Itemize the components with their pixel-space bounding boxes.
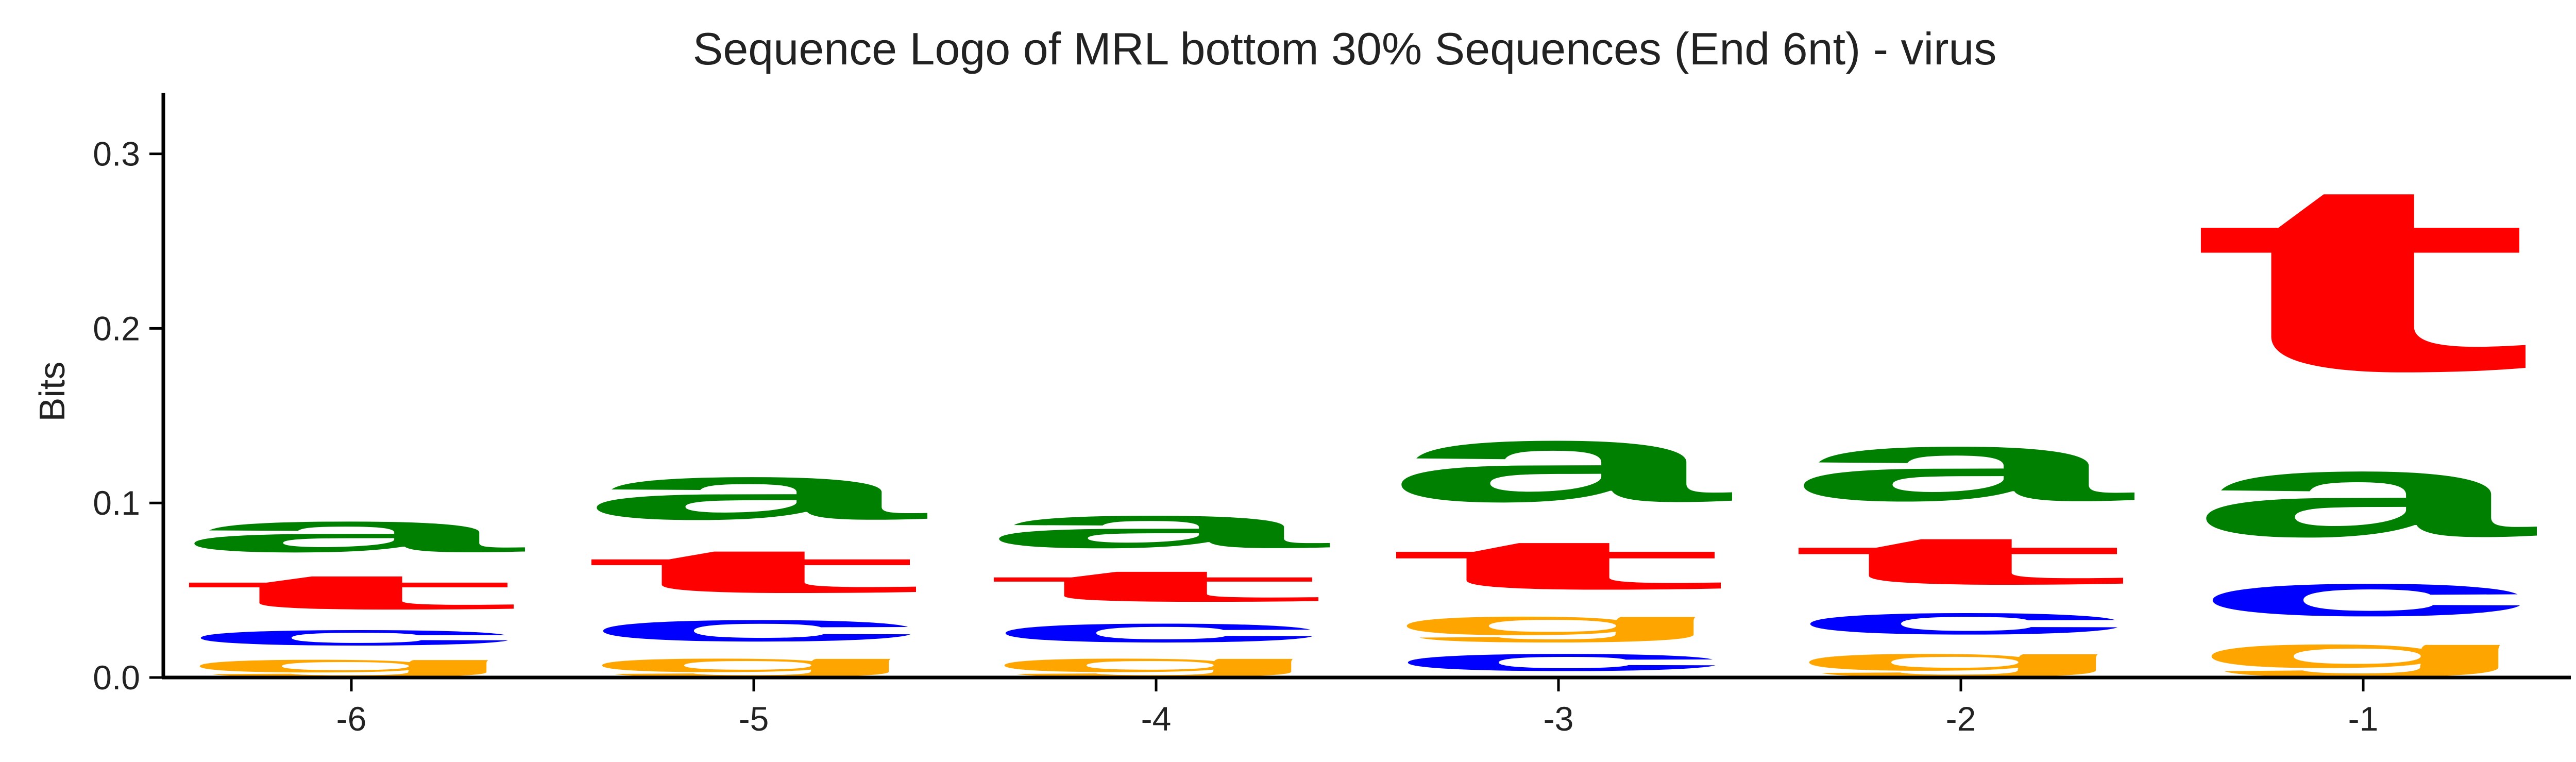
x-tick-label: -1 bbox=[2348, 700, 2379, 738]
x-tick-label: -5 bbox=[739, 700, 769, 738]
logo-letter-t: t bbox=[2188, 126, 2538, 427]
logo-letter-a: a bbox=[176, 501, 525, 564]
y-axis-ticks: 0.0 0.1 0.2 0.3 bbox=[93, 135, 163, 697]
logo-letter-g: g bbox=[1383, 604, 1734, 642]
y-tick-label: 0.0 bbox=[93, 658, 140, 697]
logo-letter-g: g bbox=[579, 650, 929, 678]
logo-letter-t: t bbox=[176, 564, 527, 620]
x-tick-label: -2 bbox=[1946, 700, 1976, 738]
y-tick-label: 0.2 bbox=[93, 309, 140, 347]
y-tick-label: 0.1 bbox=[93, 484, 140, 522]
logo-letter-g: g bbox=[2188, 629, 2538, 678]
logo-letter-c: c bbox=[176, 620, 527, 651]
logo-letter-a: a bbox=[579, 448, 927, 536]
y-tick-label: 0.3 bbox=[93, 135, 140, 173]
x-axis-ticks: -6 -5 -4 -3 -2 -1 bbox=[336, 678, 2379, 738]
logo-letter-t: t bbox=[1786, 522, 2136, 599]
x-tick-label: -6 bbox=[336, 700, 367, 738]
chart-title: Sequence Logo of MRL bottom 30% Sequence… bbox=[693, 23, 1997, 74]
logo-letter-a: a bbox=[1786, 410, 2134, 522]
logo-letter-c: c bbox=[579, 606, 929, 650]
logo-letter-c: c bbox=[1383, 642, 1734, 678]
logo-letter-g: g bbox=[981, 650, 1331, 678]
logo-letter-g: g bbox=[176, 651, 527, 678]
x-tick-label: -4 bbox=[1141, 700, 1172, 738]
x-tick-label: -3 bbox=[1544, 700, 1574, 738]
logo-letter-c: c bbox=[981, 611, 1331, 650]
logo-letter-c: c bbox=[1786, 599, 2136, 642]
logo-letter-t: t bbox=[1383, 526, 1734, 604]
y-axis-label: Bits bbox=[32, 362, 72, 422]
logo-letter-t: t bbox=[579, 536, 929, 606]
logo-letter-a: a bbox=[981, 494, 1330, 561]
logo-letter-t: t bbox=[981, 561, 1331, 611]
logo-letter-g: g bbox=[1786, 642, 2136, 678]
logo-letter-c: c bbox=[2188, 562, 2538, 629]
logo-letter-a: a bbox=[1383, 399, 1732, 525]
logo-letter-a: a bbox=[2188, 427, 2537, 562]
